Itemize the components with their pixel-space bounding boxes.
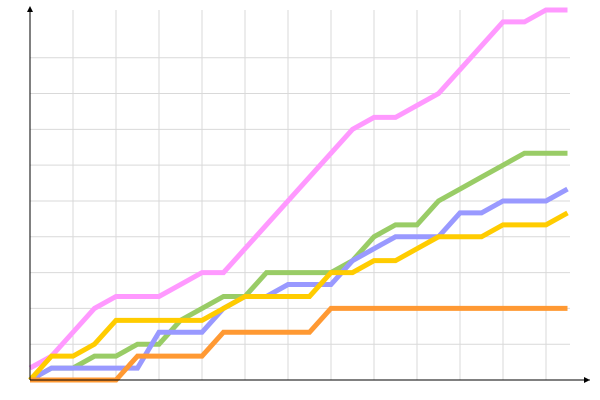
axes [27,6,590,383]
y-axis-arrow-icon [27,6,33,12]
x-axis-arrow-icon [584,377,590,383]
series-line-1 [28,7,568,371]
series-line-5 [30,305,568,383]
series-line-2 [28,150,568,383]
series-line-3 [28,186,569,383]
series-group [28,7,569,383]
series-line-4 [28,210,569,382]
